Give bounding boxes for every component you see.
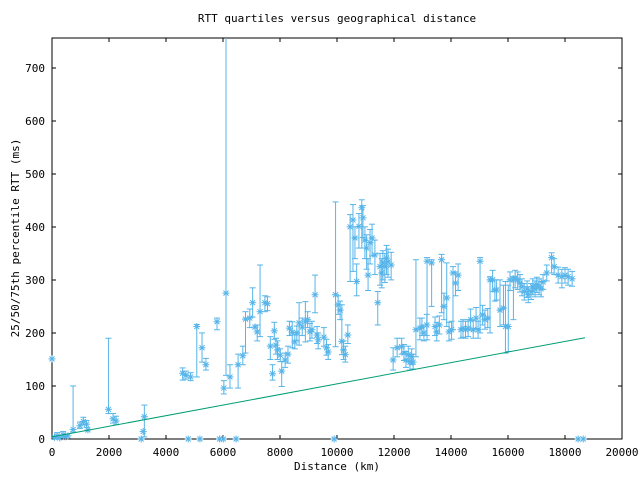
- x-axis-label: Distance (km): [293, 460, 381, 473]
- rtt-quartile-points: [48, 38, 587, 443]
- x-tick-label: 20000: [605, 446, 638, 459]
- x-tick-label: 12000: [377, 446, 410, 459]
- x-tick-label: 8000: [267, 446, 294, 459]
- y-tick-label: 600: [25, 115, 45, 128]
- x-tick-label: 6000: [210, 446, 237, 459]
- x-tick-label: 0: [49, 446, 56, 459]
- chart-title: RTT quartiles versus geographical distan…: [197, 12, 477, 25]
- x-tick-label: 16000: [491, 446, 524, 459]
- x-tick-label: 4000: [153, 446, 180, 459]
- x-tick-label: 18000: [548, 446, 581, 459]
- y-tick-label: 400: [25, 221, 45, 234]
- y-tick-label: 700: [25, 62, 45, 75]
- y-tick-label: 200: [25, 327, 45, 340]
- y-tick-label: 500: [25, 168, 45, 181]
- y-tick-label: 300: [25, 274, 45, 287]
- y-tick-label: 100: [25, 380, 45, 393]
- x-tick-label: 14000: [434, 446, 467, 459]
- x-tick-label: 2000: [96, 446, 123, 459]
- x-tick-label: 10000: [320, 446, 353, 459]
- axes: 0 2000 4000 6000 8000 10000 12000 14000 16000 180…: [25, 37, 639, 459]
- y-tick-label: 0: [38, 433, 45, 446]
- reference-line: [51, 337, 586, 438]
